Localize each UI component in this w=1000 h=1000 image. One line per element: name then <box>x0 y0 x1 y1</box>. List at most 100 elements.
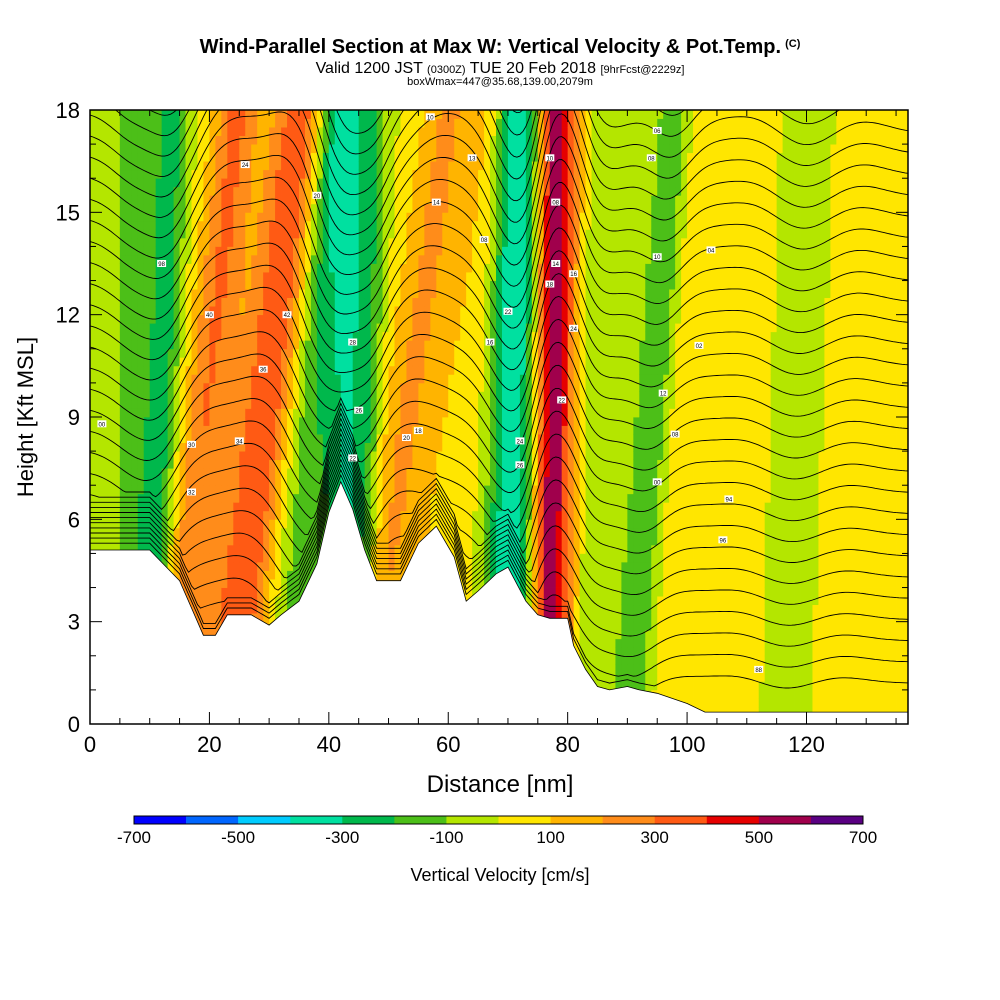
velocity-cell <box>227 237 234 247</box>
velocity-cell <box>400 152 407 162</box>
velocity-cell <box>95 246 103 256</box>
velocity-cell <box>95 118 103 128</box>
velocity-cell <box>125 331 133 341</box>
velocity-cell <box>269 587 276 597</box>
velocity-cell <box>370 348 377 358</box>
velocity-cell <box>227 502 234 512</box>
velocity-cell <box>424 118 431 128</box>
velocity-cell <box>382 527 389 537</box>
velocity-cell <box>251 442 258 452</box>
velocity-cell <box>275 587 282 597</box>
velocity-cell <box>233 587 240 597</box>
velocity-cell <box>281 553 288 563</box>
velocity-cell <box>364 306 372 316</box>
velocity-cell <box>281 237 288 247</box>
velocity-cell <box>185 502 192 512</box>
velocity-cell <box>346 348 354 358</box>
velocity-cell <box>418 254 425 264</box>
velocity-cell <box>388 212 395 222</box>
velocity-cell <box>364 212 372 222</box>
velocity-cell <box>125 476 133 486</box>
velocity-cell <box>304 220 312 230</box>
velocity-cell <box>209 186 216 196</box>
velocity-cell <box>125 237 133 247</box>
velocity-cell <box>119 178 127 188</box>
velocity-cell <box>161 203 169 213</box>
velocity-cell <box>125 468 133 478</box>
velocity-cell <box>173 127 180 136</box>
velocity-cell <box>209 434 216 443</box>
velocity-cell <box>149 357 157 367</box>
velocity-cell <box>263 357 270 367</box>
velocity-cell <box>460 365 467 375</box>
velocity-cell <box>90 340 97 350</box>
velocity-cell <box>90 459 97 469</box>
velocity-cell <box>257 118 264 128</box>
velocity-cell <box>382 263 389 273</box>
velocity-cell <box>90 254 97 264</box>
velocity-cell <box>466 417 473 426</box>
velocity-cell <box>269 195 276 205</box>
velocity-cell <box>287 425 294 435</box>
velocity-cell <box>209 391 216 401</box>
velocity-cell <box>179 118 186 128</box>
velocity-cell <box>137 127 145 136</box>
velocity-cell <box>119 110 127 119</box>
velocity-cell <box>334 229 342 239</box>
velocity-cell <box>412 451 419 461</box>
velocity-cell <box>496 161 503 171</box>
velocity-cell <box>448 127 455 136</box>
velocity-cell <box>478 408 485 418</box>
velocity-cell <box>227 476 234 486</box>
velocity-cell <box>185 178 192 188</box>
velocity-cell <box>496 118 503 128</box>
velocity-cell <box>490 203 497 213</box>
velocity-cell <box>155 348 163 358</box>
velocity-cell <box>358 382 366 392</box>
velocity-cell <box>490 527 497 537</box>
velocity-cell <box>167 178 174 188</box>
velocity-cell <box>304 169 312 179</box>
velocity-cell <box>466 118 473 128</box>
velocity-cell <box>143 365 151 375</box>
velocity-cell <box>215 561 222 571</box>
velocity-cell <box>131 382 139 392</box>
velocity-cell <box>167 331 174 341</box>
velocity-cell <box>322 118 330 128</box>
velocity-cell <box>298 118 306 128</box>
velocity-cell <box>203 434 210 443</box>
velocity-cell <box>203 169 210 179</box>
velocity-cell <box>436 144 443 154</box>
velocity-cell <box>125 340 133 350</box>
velocity-cell <box>496 510 503 520</box>
velocity-cell <box>382 127 389 136</box>
velocity-cell <box>281 417 288 426</box>
velocity-cell <box>466 297 473 307</box>
velocity-cell <box>496 442 503 452</box>
velocity-cell <box>281 510 288 520</box>
velocity-cell <box>167 195 174 205</box>
velocity-cell <box>221 365 228 375</box>
velocity-cell <box>197 604 204 614</box>
velocity-cell <box>448 306 455 316</box>
velocity-cell <box>209 203 216 213</box>
velocity-cell <box>275 604 282 614</box>
velocity-cell <box>245 417 252 426</box>
velocity-cell <box>173 459 180 469</box>
velocity-cell <box>107 399 115 409</box>
velocity-cell <box>155 493 163 503</box>
velocity-cell <box>478 536 485 546</box>
velocity-cell <box>370 246 377 256</box>
velocity-cell <box>448 544 455 554</box>
velocity-cell <box>251 365 258 375</box>
velocity-cell <box>203 408 210 418</box>
velocity-cell <box>239 110 246 119</box>
velocity-cell <box>298 169 306 179</box>
velocity-cell <box>257 587 264 597</box>
velocity-cell <box>328 144 336 154</box>
velocity-cell <box>298 587 306 597</box>
velocity-cell <box>233 314 240 324</box>
velocity-cell <box>185 348 192 358</box>
velocity-cell <box>161 527 169 537</box>
velocity-cell <box>352 118 360 128</box>
